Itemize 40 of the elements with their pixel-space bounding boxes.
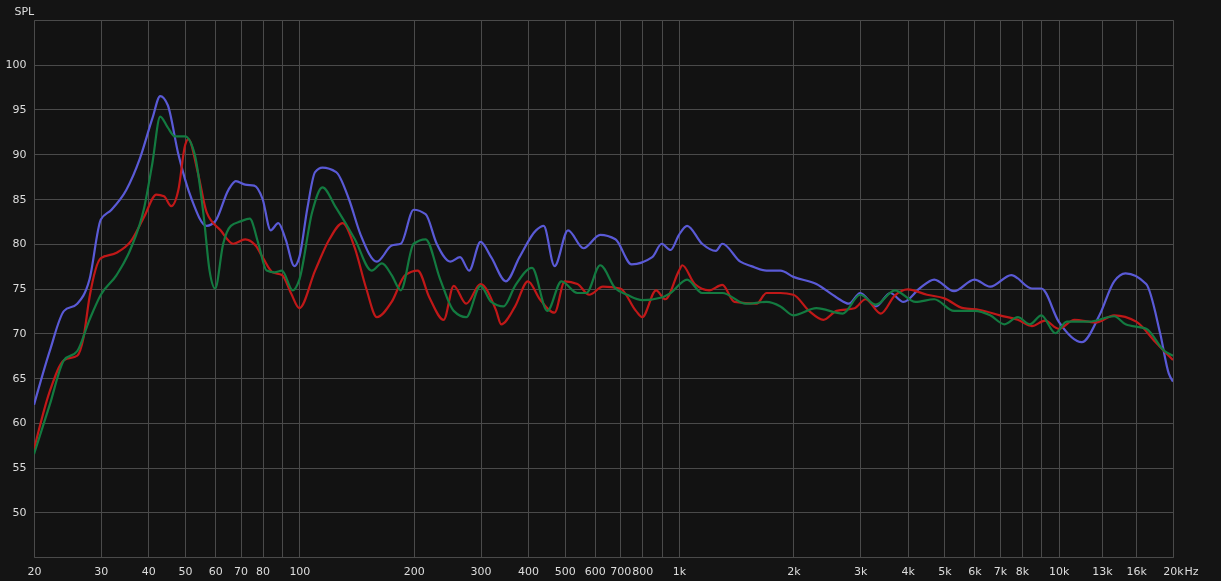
x-tick-label: 20 [27, 564, 42, 578]
x-tick-label: 7k [993, 564, 1008, 578]
x-tick-label: 10k [1049, 564, 1071, 578]
y-tick-label: 95 [12, 103, 27, 116]
x-axis-title: Hz [1184, 564, 1199, 578]
y-tick-label: 65 [12, 371, 27, 385]
x-tick-label: 40 [141, 564, 156, 578]
x-tick-label: 500 [554, 564, 576, 578]
y-tick-label: 50 [12, 505, 27, 519]
x-tick-label: 4k [901, 564, 916, 578]
x-tick-label: 16k [1126, 564, 1148, 578]
x-tick-label: 6k [968, 564, 983, 578]
y-tick-label: 85 [12, 192, 27, 206]
y-tick-label: 100 [5, 58, 27, 72]
x-tick-label: 300 [470, 564, 492, 578]
x-tick-label: 13k [1092, 564, 1114, 578]
x-tick-label: 600 [584, 564, 606, 578]
x-tick-label: 20k [1163, 564, 1185, 578]
y-tick-label: 70 [12, 326, 27, 340]
x-tick-label: 1k [672, 564, 687, 578]
x-tick-label: 100 [289, 564, 311, 578]
x-tick-label: 5k [938, 564, 953, 578]
y-tick-label: 55 [12, 461, 27, 474]
x-tick-label: 30 [94, 564, 109, 578]
y-tick-label: 90 [12, 147, 27, 161]
x-tick-label: 200 [403, 564, 425, 578]
y-axis-title: SPL [14, 4, 36, 18]
y-tick-label: 80 [12, 237, 27, 251]
x-tick-label: 80 [256, 564, 271, 578]
x-tick-label: 70 [234, 564, 249, 578]
x-tick-label: 8k [1015, 564, 1030, 578]
y-tick-label: 60 [12, 416, 27, 430]
x-tick-label: 800 [632, 564, 654, 578]
x-tick-label: 400 [517, 564, 539, 578]
x-tick-label: 3k [854, 564, 868, 578]
y-tick-label: 75 [12, 282, 27, 295]
x-tick-label: 60 [208, 564, 223, 578]
x-tick-label: 2k [787, 564, 802, 578]
x-tick-label: 50 [178, 564, 193, 578]
x-tick-label: 700 [610, 564, 632, 578]
